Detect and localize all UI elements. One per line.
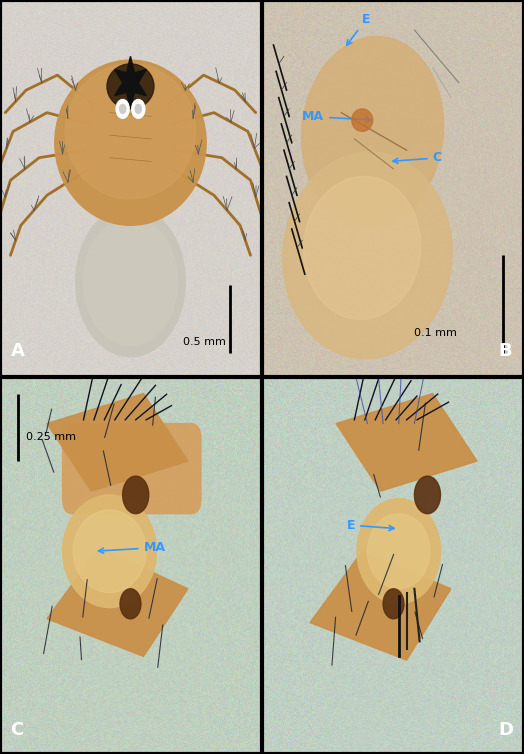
Ellipse shape (83, 218, 178, 345)
Text: E: E (346, 519, 394, 532)
Polygon shape (310, 551, 451, 661)
Circle shape (119, 104, 126, 113)
Ellipse shape (55, 60, 206, 225)
FancyBboxPatch shape (63, 424, 201, 513)
Ellipse shape (65, 64, 196, 199)
Ellipse shape (357, 498, 441, 604)
Text: MA: MA (99, 541, 166, 554)
Text: E: E (347, 13, 370, 45)
Text: C: C (10, 721, 24, 739)
Text: 0.5 mm: 0.5 mm (183, 337, 225, 348)
Polygon shape (47, 394, 188, 491)
Text: MA: MA (302, 110, 370, 123)
Circle shape (135, 104, 141, 113)
Polygon shape (336, 394, 477, 491)
Circle shape (414, 476, 441, 513)
Text: D: D (498, 721, 513, 739)
Ellipse shape (302, 36, 444, 226)
Text: A: A (10, 342, 24, 360)
Text: C: C (393, 152, 442, 164)
Ellipse shape (107, 64, 154, 109)
Circle shape (120, 589, 141, 619)
Ellipse shape (303, 176, 421, 319)
Circle shape (116, 100, 129, 118)
Ellipse shape (352, 109, 373, 131)
Circle shape (383, 589, 404, 619)
Polygon shape (47, 547, 188, 657)
Text: 0.1 mm: 0.1 mm (414, 328, 457, 338)
Polygon shape (115, 57, 146, 109)
Circle shape (132, 100, 145, 118)
Text: 0.25 mm: 0.25 mm (26, 432, 76, 443)
Ellipse shape (283, 152, 452, 359)
Circle shape (123, 476, 149, 513)
Text: B: B (498, 342, 511, 360)
Ellipse shape (75, 207, 185, 357)
Ellipse shape (73, 510, 146, 593)
Ellipse shape (367, 513, 430, 589)
Ellipse shape (63, 495, 157, 608)
